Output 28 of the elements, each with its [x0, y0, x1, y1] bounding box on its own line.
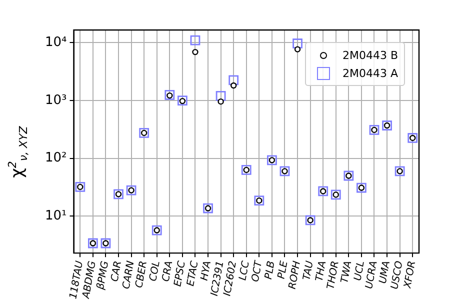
legend-label: 2M0443 B — [342, 48, 398, 62]
x-tick-label: COL — [148, 260, 162, 282]
x-tick-label: LCC — [238, 260, 252, 282]
y-tick-label: 10³ — [44, 92, 67, 108]
point — [192, 48, 198, 56]
point — [218, 98, 224, 105]
x-tick-label: UCL — [352, 260, 367, 282]
y-tick-label: 10² — [44, 150, 67, 166]
x-tick-label: CBER — [134, 260, 150, 289]
x-tick-label: TAU — [302, 260, 316, 282]
x-tick-label: OCT — [250, 259, 265, 283]
point — [228, 75, 239, 86]
y-tick-label: 10⁴ — [44, 35, 67, 50]
x-tick-label: βPMG — [95, 260, 112, 292]
point — [294, 46, 301, 52]
x-tick-label: UCRA — [364, 260, 380, 290]
x-tick-label: XFOR — [402, 260, 418, 290]
point — [164, 90, 175, 100]
y-tick-label: 10¹ — [44, 208, 67, 224]
point — [190, 35, 200, 46]
x-tick-label: IC2602 — [222, 260, 240, 297]
x-tick-label: EPSC — [172, 260, 188, 288]
x-tick-label: ETAC — [186, 260, 201, 288]
point — [230, 82, 237, 89]
point — [216, 91, 226, 101]
legend-label: 2M0443 A — [342, 66, 398, 80]
x-tick-label: TWA — [339, 260, 354, 284]
x-tick-label: PLB — [263, 260, 278, 280]
